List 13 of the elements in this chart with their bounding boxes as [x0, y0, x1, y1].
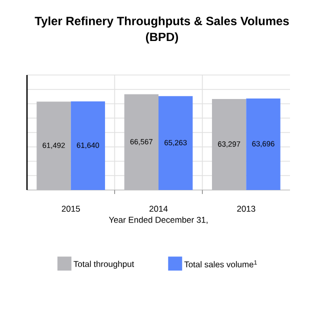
bar — [246, 98, 280, 190]
chart-title: Tyler Refinery Throughputs & Sales Volumes (BPD) — [34, 16, 289, 44]
bar — [124, 94, 158, 190]
bar — [212, 99, 246, 190]
legend-label: Total sales volume$^{1}$ — [184, 260, 257, 268]
x-tick-label: 2015 — [62, 206, 80, 212]
bar — [36, 102, 71, 190]
x-tick-label: 2013 — [237, 206, 256, 212]
bar — [70, 101, 106, 190]
x-axis-title: Year Ended December 31, — [108, 216, 208, 224]
x-tick-label: 2014 — [150, 206, 168, 212]
bar — [158, 96, 193, 190]
legend-label: Total throughput — [74, 260, 134, 269]
